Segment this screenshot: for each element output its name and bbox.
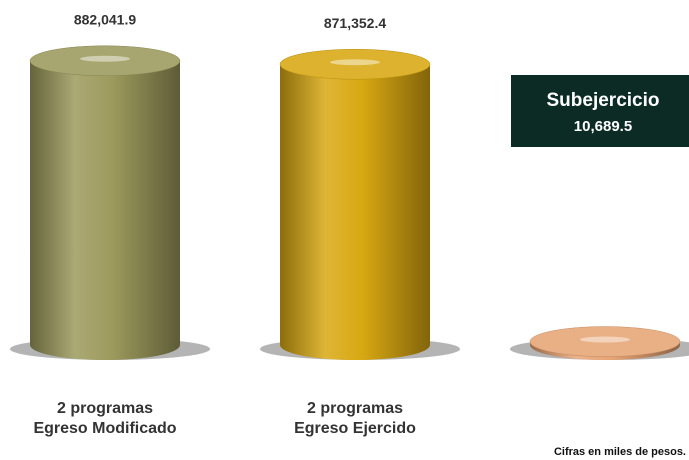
bar-cap (29, 45, 181, 77)
value-label: 871,352.4 (324, 15, 386, 31)
category-label: Egreso Modificado (33, 420, 176, 437)
label-box (511, 75, 689, 147)
category-label: 2 programas (307, 400, 403, 417)
bar (280, 64, 430, 360)
bar-highlight (80, 55, 130, 62)
note: Cifras en miles de pesos. (554, 446, 686, 458)
bar-cap (279, 48, 431, 80)
value-label: 10,689.5 (574, 118, 632, 135)
bar-highlight (330, 59, 380, 66)
category-label: 2 programas (57, 400, 153, 417)
value-label: 882,041.9 (74, 11, 136, 27)
category-label: Subejercicio (547, 90, 660, 111)
bar-cap (529, 326, 681, 357)
category-label: Egreso Ejercido (294, 420, 416, 437)
bar (30, 60, 180, 360)
bar-highlight (580, 336, 630, 343)
